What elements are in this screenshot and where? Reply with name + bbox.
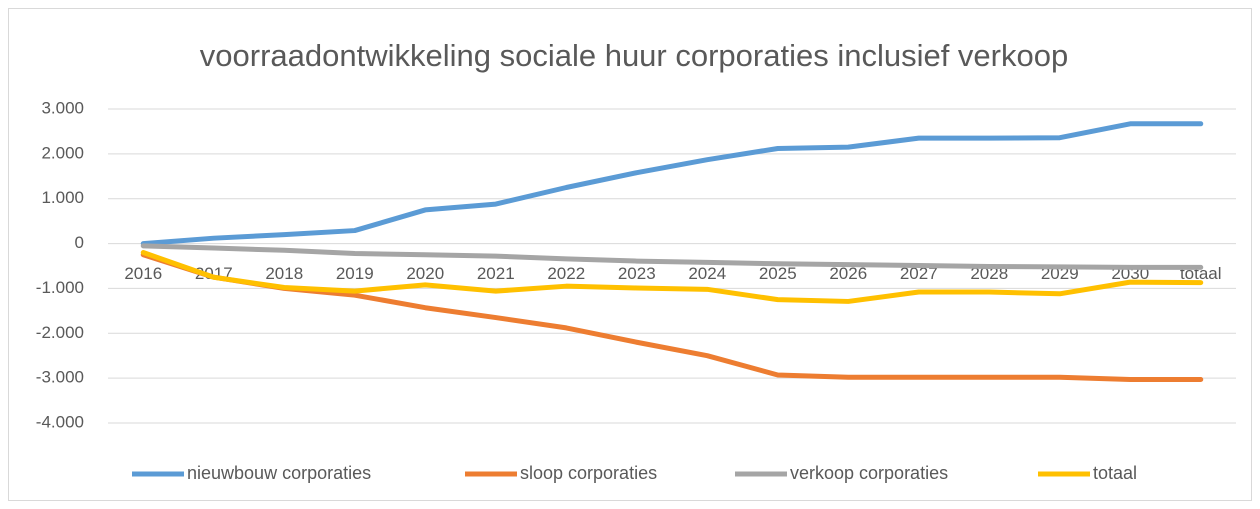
y-tick-label: -1.000	[36, 278, 84, 297]
y-tick-label: -2.000	[36, 323, 84, 342]
y-tick-label: 1.000	[41, 188, 84, 207]
x-tick-label: 2018	[265, 264, 303, 283]
series-line	[140, 250, 1204, 304]
legend-label: totaal	[1093, 463, 1137, 483]
legend-label: verkoop corporaties	[790, 463, 948, 483]
x-tick-label: 2023	[618, 264, 656, 283]
y-tick-label: -4.000	[36, 412, 84, 431]
x-tick-label: 2024	[688, 264, 726, 283]
x-tick-label: 2022	[547, 264, 585, 283]
x-tick-label: 2019	[336, 264, 374, 283]
chart-title: voorraadontwikkeling sociale huur corpor…	[200, 38, 1068, 73]
y-tick-label: -3.000	[36, 368, 84, 387]
x-tick-label: 2021	[477, 264, 515, 283]
series-line	[140, 243, 1204, 270]
y-tick-label: 2.000	[41, 143, 84, 162]
x-tick-label: 2026	[829, 264, 867, 283]
legend-label: sloop corporaties	[520, 463, 657, 483]
x-tick-label: 2027	[900, 264, 938, 283]
series-line	[140, 121, 1204, 247]
y-tick-label: 3.000	[41, 98, 84, 117]
x-tick-label: 2020	[406, 264, 444, 283]
legend-label: nieuwbouw corporaties	[187, 463, 371, 483]
x-tick-label: 2025	[759, 264, 797, 283]
chart-border	[8, 8, 1252, 501]
x-tick-label: 2016	[124, 264, 162, 283]
y-tick-label: 0	[75, 233, 84, 252]
